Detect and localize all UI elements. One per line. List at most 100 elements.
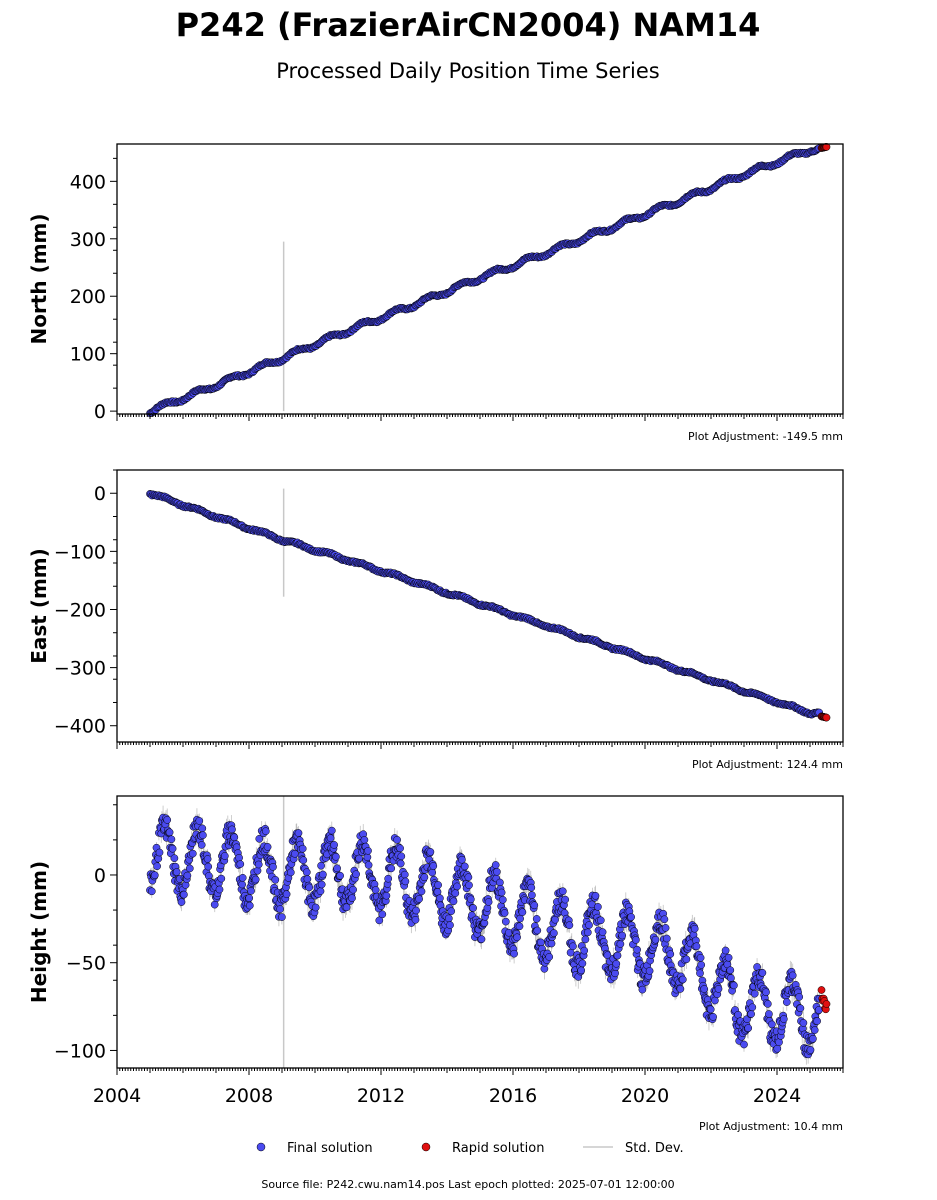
x-tick-label: 2024	[753, 1085, 801, 1107]
final-point	[185, 864, 194, 873]
final-point	[167, 835, 176, 844]
plot-adjustment-east: Plot Adjustment: 124.4 mm	[692, 758, 843, 771]
final-point	[578, 959, 587, 968]
final-point	[618, 931, 627, 940]
final-point	[616, 940, 625, 948]
final-point	[204, 862, 213, 871]
final-point	[355, 854, 363, 863]
final-point	[796, 1004, 805, 1013]
final-point	[501, 917, 510, 926]
final-point	[799, 1019, 808, 1027]
y-axis-label-height: Height (mm)	[27, 861, 51, 1003]
final-point	[172, 868, 181, 876]
final-point	[199, 831, 207, 840]
final-point	[165, 828, 174, 837]
figure-subtitle: Processed Daily Position Time Series	[276, 59, 660, 83]
final-series-north	[146, 144, 824, 418]
final-point	[235, 853, 243, 862]
final-point	[447, 907, 456, 916]
rapid-point	[822, 713, 831, 722]
final-point	[349, 885, 357, 894]
final-point	[744, 1024, 753, 1032]
final-point	[333, 864, 341, 873]
final-point	[491, 861, 500, 869]
final-point	[155, 848, 164, 857]
rapid-point	[822, 143, 831, 151]
final-point	[417, 887, 426, 896]
y-tick-label: −300	[54, 658, 106, 680]
final-point	[230, 833, 239, 842]
final-point	[396, 859, 405, 868]
plot-adjustment-height: Plot Adjustment: 10.4 mm	[699, 1120, 843, 1133]
final-point	[378, 910, 387, 919]
final-point	[263, 843, 272, 851]
final-point	[458, 855, 466, 864]
final-point	[747, 1010, 755, 1018]
final-point	[261, 827, 270, 836]
final-point	[269, 863, 277, 871]
final-point	[660, 915, 669, 924]
final-point	[528, 891, 536, 899]
final-point	[460, 862, 469, 871]
final-point	[581, 935, 590, 944]
final-point	[464, 873, 473, 882]
final-point	[530, 901, 539, 910]
final-point	[384, 874, 393, 883]
final-point	[594, 903, 602, 911]
final-point	[515, 922, 524, 931]
y-tick-label: 0	[94, 483, 106, 505]
final-point	[446, 921, 454, 929]
final-point	[401, 877, 410, 886]
final-point	[613, 951, 622, 960]
final-point	[645, 967, 654, 975]
final-point	[493, 867, 501, 876]
final-point	[188, 849, 197, 858]
final-point	[238, 880, 246, 889]
final-point	[682, 955, 691, 964]
final-point	[387, 864, 396, 873]
final-point	[278, 913, 286, 921]
final-point	[451, 889, 460, 898]
final-point	[276, 905, 284, 913]
final-point	[371, 886, 380, 894]
x-tick-label: 2016	[489, 1085, 537, 1107]
final-point	[168, 844, 177, 853]
final-point	[198, 824, 207, 833]
final-point	[326, 834, 335, 843]
final-point	[537, 938, 545, 947]
legend-rapid-label: Rapid solution	[452, 1141, 544, 1156]
final-point	[477, 935, 486, 944]
final-point	[632, 936, 640, 944]
final-point	[364, 846, 372, 855]
y-tick-label: −50	[66, 953, 106, 975]
final-point	[247, 887, 255, 895]
final-point	[177, 898, 186, 906]
final-point	[420, 873, 429, 882]
final-point	[696, 953, 705, 962]
final-point	[412, 906, 420, 915]
y-tick-label: −100	[54, 541, 106, 563]
y-tick-label: 300	[70, 229, 106, 251]
final-point	[577, 966, 586, 975]
final-point	[730, 981, 738, 990]
final-point	[444, 914, 453, 923]
legend-final-marker	[256, 1142, 266, 1152]
final-point	[302, 868, 311, 877]
final-series-east	[146, 490, 824, 719]
final-point	[238, 873, 247, 882]
final-point	[429, 862, 438, 870]
final-point	[400, 870, 409, 879]
final-point	[215, 885, 224, 894]
final-point	[498, 895, 507, 904]
final-point	[254, 860, 263, 869]
y-tick-label: −400	[54, 716, 106, 738]
std-dev-series-height	[149, 805, 820, 1065]
y-axis-label-east: East (mm)	[27, 548, 51, 664]
final-point	[726, 966, 735, 975]
final-point	[795, 993, 804, 1001]
final-point	[510, 949, 518, 958]
final-point	[533, 926, 542, 935]
final-point	[352, 870, 360, 879]
final-point	[678, 975, 687, 984]
final-point	[638, 985, 647, 994]
